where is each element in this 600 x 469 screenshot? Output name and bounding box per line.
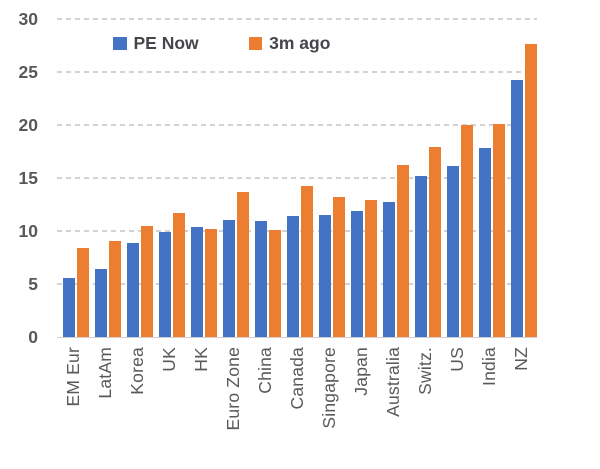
y-axis-tick-label-30: 30 bbox=[18, 9, 38, 29]
bar-pe-now-switz bbox=[415, 175, 427, 337]
x-axis-label-australia: Australia bbox=[383, 347, 403, 417]
bar-3m-ago-canada bbox=[301, 186, 313, 337]
x-axis-label-euro-zone: Euro Zone bbox=[223, 347, 243, 431]
x-axis-label-korea: Korea bbox=[127, 347, 147, 395]
x-axis-label-us: US bbox=[447, 347, 467, 372]
x-axis-label-nz: NZ bbox=[511, 347, 531, 371]
bar-pe-now-euro-zone bbox=[223, 220, 235, 337]
bar-pe-now-australia bbox=[383, 202, 395, 337]
bar-3m-ago-em-eur bbox=[77, 247, 89, 337]
bar-pe-now-em-eur bbox=[63, 277, 75, 337]
bar-pe-now-us bbox=[447, 166, 459, 337]
bar-3m-ago-hk bbox=[205, 228, 217, 337]
bar-3m-ago-japan bbox=[365, 200, 377, 337]
bar-pe-now-latam bbox=[95, 269, 107, 337]
bar-pe-now-india bbox=[479, 148, 491, 337]
y-axis-tick-label-25: 25 bbox=[18, 62, 38, 82]
pe-now-color-swatch-icon bbox=[113, 36, 127, 51]
bar-3m-ago-korea bbox=[141, 225, 153, 337]
x-axis-label-uk: UK bbox=[159, 347, 179, 372]
y-axis-tick-label-10: 10 bbox=[18, 221, 38, 241]
y-axis-tick-label-5: 5 bbox=[28, 274, 38, 294]
gridline-30 bbox=[57, 18, 537, 20]
bar-3m-ago-euro-zone bbox=[237, 191, 249, 337]
bar-3m-ago-india bbox=[493, 123, 505, 337]
x-axis-label-hk: HK bbox=[191, 347, 211, 372]
legend-label-pe-now: PE Now bbox=[133, 33, 199, 53]
chart-legend: PE Now 3m ago bbox=[113, 33, 330, 53]
x-axis-label-singapore: Singapore bbox=[319, 347, 339, 429]
y-axis-tick-label-20: 20 bbox=[18, 115, 38, 135]
bar-3m-ago-nz bbox=[525, 44, 537, 337]
x-axis-label-latam: LatAm bbox=[95, 347, 115, 399]
bar-3m-ago-china bbox=[269, 229, 281, 337]
gridline-25 bbox=[57, 71, 537, 73]
bar-pe-now-china bbox=[255, 221, 267, 337]
three-months-ago-color-swatch-icon bbox=[248, 36, 263, 51]
bar-pe-now-uk bbox=[159, 232, 171, 337]
gridline-20 bbox=[57, 124, 537, 126]
x-axis-label-canada: Canada bbox=[287, 347, 307, 410]
bar-pe-now-hk bbox=[191, 226, 203, 337]
x-axis-line bbox=[57, 336, 537, 338]
x-axis-label-japan: Japan bbox=[351, 347, 371, 396]
x-axis-label-switz: Switz. bbox=[415, 347, 435, 395]
x-axis-label-em-eur: EM Eur bbox=[63, 347, 83, 407]
bar-pe-now-japan bbox=[351, 210, 363, 337]
bar-3m-ago-switz bbox=[429, 147, 441, 337]
legend-item-pe-now: PE Now bbox=[113, 33, 199, 53]
x-axis-label-india: India bbox=[479, 347, 499, 386]
bar-3m-ago-us bbox=[461, 125, 473, 337]
bar-3m-ago-uk bbox=[173, 212, 185, 337]
bar-pe-now-korea bbox=[127, 242, 139, 337]
bar-pe-now-singapore bbox=[319, 215, 331, 337]
y-axis-tick-label-0: 0 bbox=[28, 327, 38, 347]
x-axis-label-china: China bbox=[255, 347, 275, 394]
y-axis-tick-label-15: 15 bbox=[18, 168, 38, 188]
bar-3m-ago-australia bbox=[397, 165, 409, 337]
bar-3m-ago-singapore bbox=[333, 197, 345, 337]
legend-label-3m-ago: 3m ago bbox=[269, 33, 331, 53]
bar-pe-now-nz bbox=[511, 80, 523, 337]
bar-pe-now-canada bbox=[287, 216, 299, 337]
legend-item-3m-ago: 3m ago bbox=[248, 33, 331, 53]
bar-3m-ago-latam bbox=[109, 240, 121, 337]
gridline-15 bbox=[57, 177, 537, 179]
